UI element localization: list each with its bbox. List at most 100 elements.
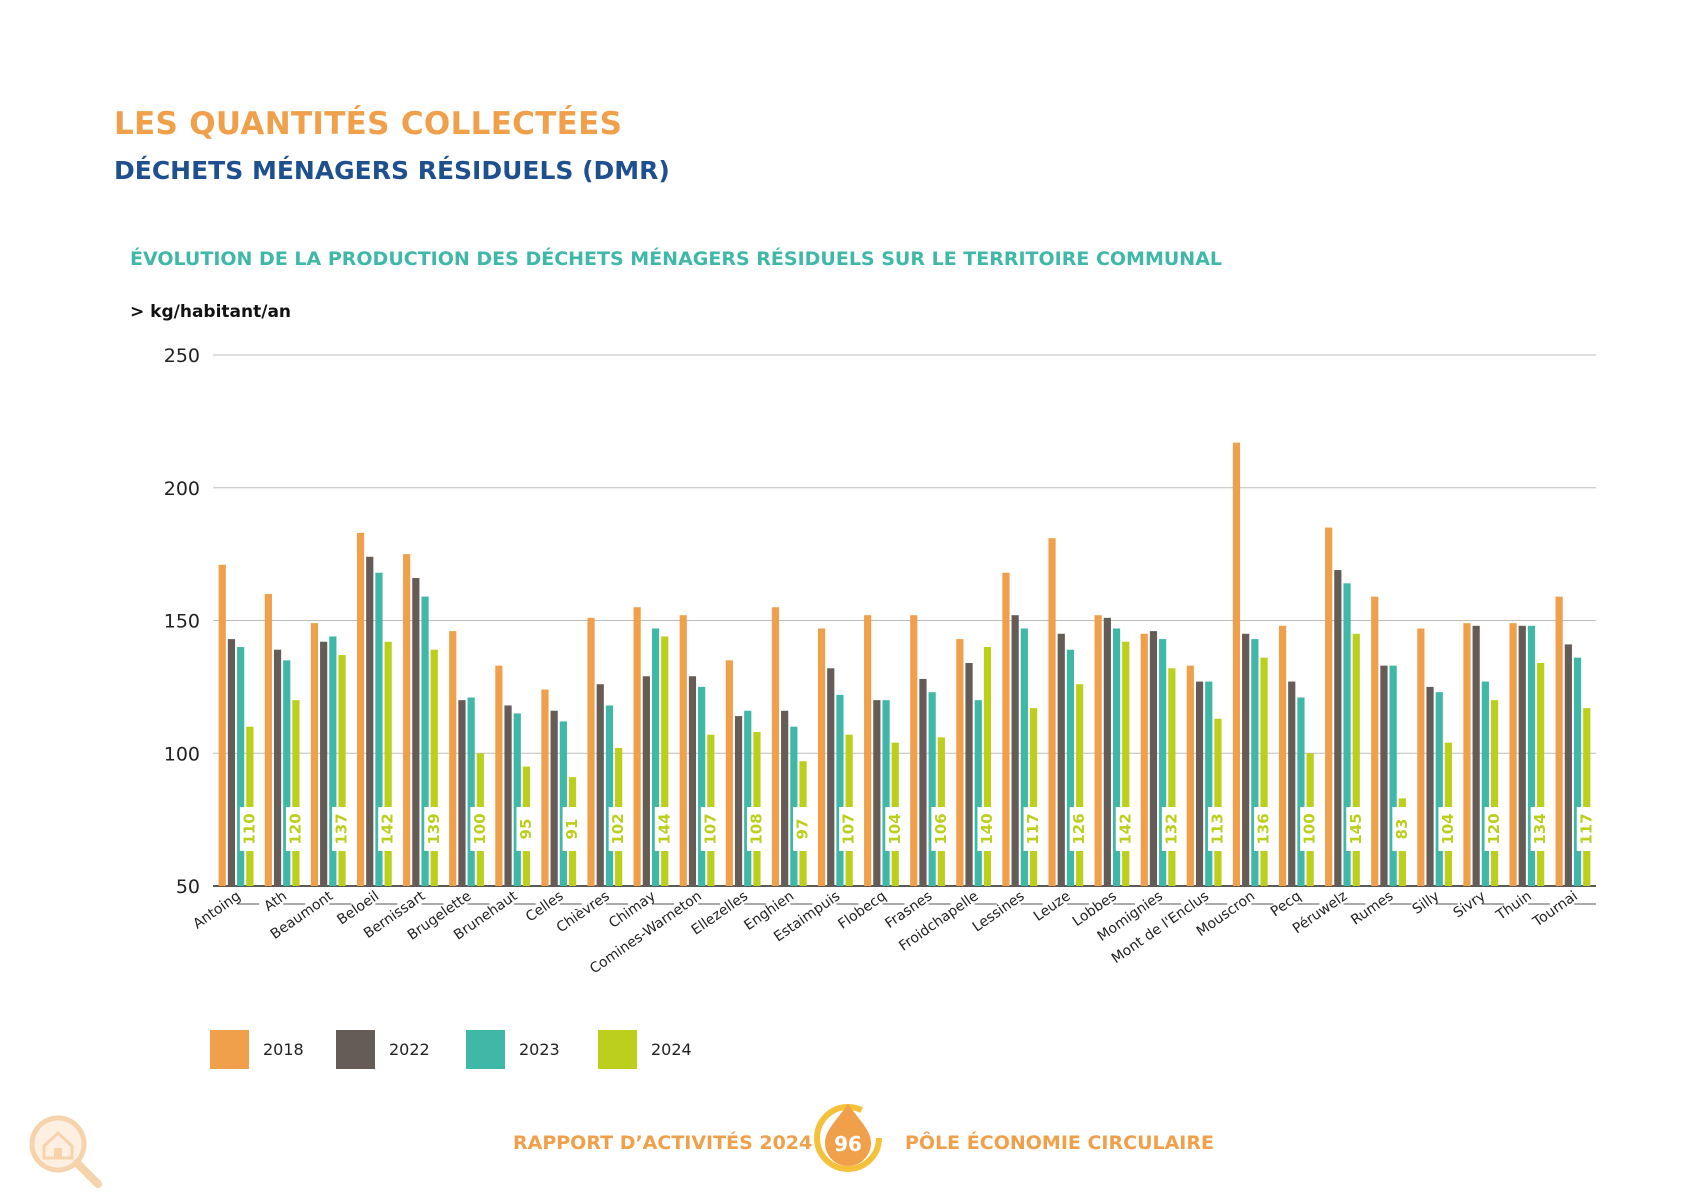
legend-item-2018: 2018	[210, 1030, 304, 1069]
data-label-bg	[1576, 807, 1597, 851]
bar-2023	[1251, 639, 1259, 886]
bar-2018	[1463, 623, 1471, 886]
bar-2022	[642, 676, 650, 886]
data-label: 134	[1531, 813, 1549, 844]
x-tick-label: Thuin	[1493, 888, 1535, 924]
data-label-bg	[746, 807, 767, 851]
bar-2023	[651, 628, 660, 886]
data-label-bg	[1300, 807, 1321, 851]
data-label-bg	[608, 807, 629, 851]
data-label: 137	[333, 813, 351, 844]
bar-2018	[1278, 625, 1287, 886]
unit-label: > kg/habitant/an	[130, 302, 292, 322]
data-label: 126	[1070, 813, 1088, 844]
bar-2022	[273, 649, 282, 886]
bar-2022	[550, 710, 558, 886]
data-label-bg	[931, 807, 952, 851]
data-label: 117	[1577, 813, 1595, 844]
bar-2022	[734, 716, 743, 886]
bar-2022	[227, 639, 236, 886]
data-label: 107	[701, 813, 719, 844]
bar-2018	[725, 660, 733, 886]
legend-item-2023: 2023	[466, 1030, 560, 1069]
data-label-bg	[1346, 807, 1367, 851]
bar-2023	[559, 721, 567, 886]
data-label: 136	[1255, 813, 1273, 844]
bar-2023	[1205, 681, 1213, 886]
data-label-bg	[470, 807, 491, 851]
bar-2022	[1518, 625, 1526, 886]
bar-2024	[246, 726, 254, 886]
bar-2018	[1325, 527, 1333, 886]
data-label-bg	[1484, 807, 1505, 851]
data-label-bg	[1115, 807, 1136, 851]
bar-2022	[688, 676, 697, 886]
bar-2018	[310, 623, 319, 886]
bar-2022	[412, 578, 420, 886]
page-title: LES QUANTITÉS COLLECTÉES	[114, 106, 623, 142]
bar-2018	[356, 532, 365, 886]
bar-2023	[421, 596, 429, 886]
data-label: 100	[1301, 813, 1319, 844]
legend-swatch	[210, 1030, 249, 1069]
data-label: 140	[978, 813, 996, 844]
bar-2022	[1334, 570, 1342, 886]
data-label: 144	[655, 813, 673, 844]
bar-2023	[1481, 681, 1489, 886]
y-tick-label: 200	[164, 478, 200, 500]
legend-label: 2023	[519, 1040, 560, 1059]
bar-2023	[513, 713, 521, 886]
bar-2022	[1103, 617, 1111, 886]
x-tick-label: Pecq	[1268, 888, 1304, 920]
bar-2024	[338, 655, 346, 886]
data-label: 145	[1347, 813, 1365, 844]
data-label: 139	[425, 813, 443, 844]
bar-2023	[744, 710, 752, 886]
y-tick-label: 250	[164, 345, 200, 367]
bar-chart: 50100150200250110Antoing120Ath137Beaumon…	[164, 345, 1597, 977]
bar-2018	[1371, 596, 1379, 886]
bar-2024	[661, 636, 669, 886]
legend-label: 2024	[651, 1040, 692, 1059]
data-label: 104	[1439, 813, 1457, 844]
bar-2024	[1537, 662, 1545, 886]
data-label-bg	[1392, 807, 1413, 851]
data-label: 110	[240, 813, 258, 844]
bar-2022	[1057, 633, 1065, 886]
data-label: 142	[1116, 813, 1134, 844]
bar-2023	[1066, 649, 1075, 886]
x-tick-label: Rumes	[1348, 888, 1396, 928]
bar-2022	[458, 700, 466, 886]
data-label-bg	[516, 807, 537, 851]
bar-2023	[790, 726, 798, 886]
data-label: 104	[886, 813, 904, 844]
bar-2022	[504, 705, 512, 886]
data-label: 83	[1393, 819, 1411, 840]
data-label-bg	[378, 807, 399, 851]
page-subtitle: DÉCHETS MÉNAGERS RÉSIDUELS (DMR)	[114, 156, 670, 185]
bar-2023	[1020, 628, 1028, 886]
bar-2023	[882, 700, 890, 886]
data-label: 117	[1024, 813, 1042, 844]
data-label: 97	[794, 819, 812, 840]
x-tick-label: Lessines	[970, 888, 1028, 935]
bar-2022	[1195, 681, 1204, 886]
footer-section-title: PÔLE ÉCONOMIE CIRCULAIRE	[905, 1132, 1214, 1154]
x-tick-label: Froidchapelle	[896, 888, 981, 954]
data-label-bg	[562, 807, 583, 851]
bar-2022	[1426, 686, 1434, 886]
data-label-bg	[1161, 807, 1182, 851]
data-label: 100	[471, 813, 489, 844]
bar-2018	[910, 615, 918, 886]
bar-2018	[1048, 538, 1056, 886]
data-label: 106	[932, 813, 950, 844]
legend-label: 2018	[263, 1040, 304, 1059]
data-label: 108	[747, 813, 765, 844]
bar-2023	[1297, 697, 1305, 886]
x-tick-label: Tournai	[1529, 888, 1580, 931]
footer-report-title: RAPPORT D’ACTIVITÉS 2024	[513, 1132, 813, 1154]
bar-2023	[283, 660, 291, 886]
data-label: 132	[1162, 813, 1180, 844]
data-label-bg	[1069, 807, 1090, 851]
data-label-bg	[1023, 807, 1044, 851]
